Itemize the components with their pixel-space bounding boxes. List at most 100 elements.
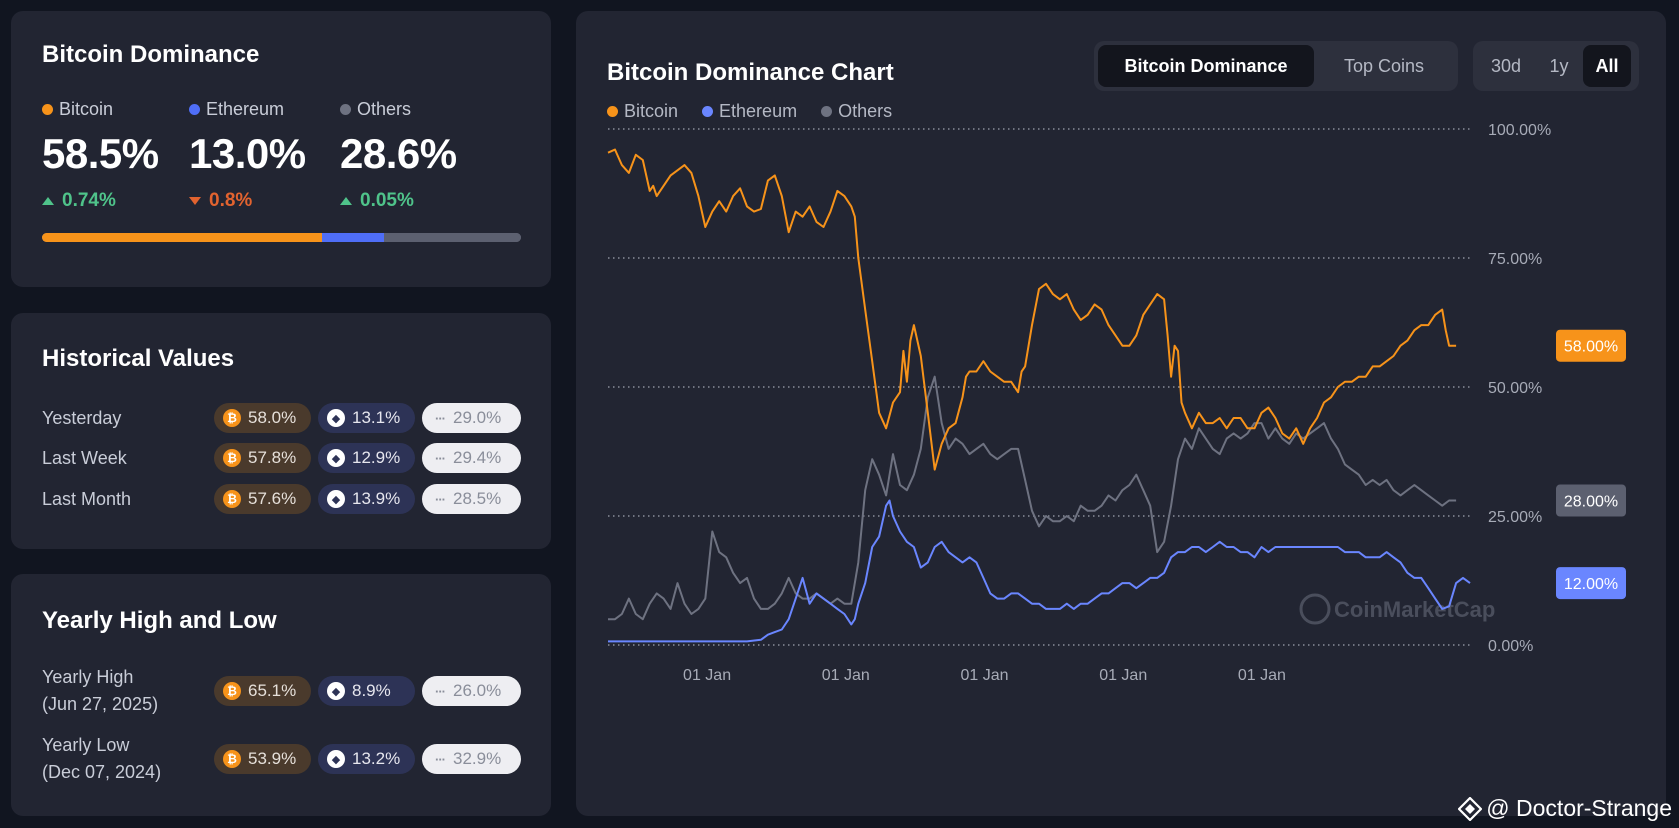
legend-bitcoin-label: Bitcoin	[624, 101, 679, 121]
dominance-ethereum-change: 0.8%	[209, 190, 253, 211]
eth-value: 12.9%	[352, 448, 401, 467]
legend-others[interactable]: Others	[821, 101, 892, 122]
last-value-badge-bitcoin	[1556, 329, 1626, 362]
dominance-share-bar	[42, 233, 521, 242]
ethereum-icon: ◆	[327, 750, 345, 768]
series-line-ethereum	[608, 499, 1471, 643]
eth-value-pill: ◆ 12.9%	[318, 443, 415, 473]
last-value-badge-ethereum	[1556, 567, 1626, 600]
btc-value-pill: ₿ 53.9%	[214, 744, 311, 774]
eth-value-pill: ◆ 13.1%	[318, 403, 415, 433]
dominance-others: Others 28.6% 0.05%	[340, 99, 457, 212]
btc-value: 53.9%	[248, 749, 297, 768]
y-tick-label: 0.00%	[1488, 638, 1533, 655]
eth-value-pill: ◆ 13.9%	[318, 484, 415, 514]
historical-row-label: Last Week	[42, 447, 127, 468]
dominance-ethereum-value: 13.0%	[189, 130, 306, 177]
more-dots-icon: ···	[435, 683, 446, 699]
dominance-ethereum-label: Ethereum	[206, 99, 285, 119]
dominance-others-change: 0.05%	[360, 190, 414, 211]
dominance-bitcoin: Bitcoin 58.5% 0.74%	[42, 99, 159, 212]
historical-values-card: Historical Values Yesterday ₿ 58.0% ◆ 13.1…	[11, 313, 551, 549]
others-dot-icon	[340, 104, 351, 115]
range-1y[interactable]: 1y	[1549, 55, 1569, 76]
btc-value: 57.8%	[248, 448, 297, 467]
others-value-pill: ··· 29.0%	[422, 403, 521, 433]
yearly-title: Yearly High and Low	[42, 607, 277, 634]
eth-value-pill: ◆ 13.2%	[318, 744, 415, 774]
view-toggle: Bitcoin Dominance Top Coins	[1094, 41, 1458, 91]
series-line-others	[608, 375, 1457, 621]
legend-bitcoin[interactable]: Bitcoin	[607, 101, 678, 122]
dominance-others-label: Others	[357, 99, 412, 119]
more-dots-icon: ···	[435, 491, 446, 507]
eth-value: 13.2%	[352, 749, 401, 768]
others-value-pill: ··· 32.9%	[422, 744, 521, 774]
down-triangle-icon	[189, 197, 201, 205]
tab-top-coins[interactable]: Top Coins	[1343, 55, 1425, 76]
range-toggle: 30d 1y All	[1473, 41, 1639, 91]
dominance-bitcoin-value: 58.5%	[42, 130, 159, 177]
btc-value: 65.1%	[248, 681, 297, 700]
yearly-low-date: (Dec 07, 2024)	[42, 762, 162, 782]
tab-bitcoin-dominance[interactable]: Bitcoin Dominance	[1098, 45, 1314, 87]
others-dot-icon	[821, 106, 833, 117]
dominance-ethereum: Ethereum 13.0% 0.8%	[189, 99, 306, 212]
bitcoin-dot-icon	[607, 106, 618, 117]
bitcoin-dot-icon	[42, 104, 53, 115]
legend-ethereum-label: Ethereum	[719, 101, 798, 121]
eth-value: 13.1%	[352, 408, 401, 427]
eth-value: 13.9%	[352, 489, 401, 508]
up-triangle-icon	[340, 197, 352, 205]
historical-row-last-week: Last Week ₿ 57.8% ◆ 12.9% ··· 29.4%	[42, 443, 521, 473]
historical-row-label: Last Month	[42, 488, 132, 509]
x-tick-label: 01 Jan	[683, 667, 731, 684]
others-value: 29.0%	[453, 408, 502, 427]
ethereum-dot-icon	[702, 106, 714, 117]
more-dots-icon: ···	[435, 410, 446, 426]
others-value: 32.9%	[453, 749, 502, 768]
range-30d[interactable]: 30d	[1490, 55, 1522, 76]
btc-value-pill: ₿ 65.1%	[214, 676, 311, 706]
bitcoin-icon: ₿	[223, 409, 241, 427]
btc-value: 58.0%	[248, 408, 297, 427]
range-all[interactable]: All	[1583, 45, 1631, 87]
legend-ethereum[interactable]: Ethereum	[702, 101, 797, 122]
chart-title: Bitcoin Dominance Chart	[607, 59, 894, 86]
y-tick-label: 75.00%	[1488, 251, 1542, 268]
yearly-row-low: Yearly Low (Dec 07, 2024) ₿ 53.9% ◆ 13.2% ·…	[42, 732, 521, 786]
btc-value-pill: ₿ 58.0%	[214, 403, 311, 433]
yearly-row-high: Yearly High (Jun 27, 2025) ₿ 65.1% ◆ 8.9% ·…	[42, 664, 521, 718]
dominance-chart-card: 0.00% 25.00% 50.00% 75.00% 100.00% 01 Jan 01 J…	[576, 11, 1666, 816]
coinmarketcap-logo-icon	[1299, 593, 1331, 625]
ethereum-icon: ◆	[327, 490, 345, 508]
x-tick-label: 01 Jan	[1238, 667, 1286, 684]
yearly-row-label: Yearly Low (Dec 07, 2024)	[42, 732, 207, 786]
dominance-bitcoin-change: 0.74%	[62, 190, 116, 211]
btc-value-pill: ₿ 57.8%	[214, 443, 311, 473]
ethereum-icon: ◆	[327, 409, 345, 427]
yearly-high-low-card: Yearly High and Low Yearly High (Jun 27, …	[11, 574, 551, 816]
coinmarketcap-watermark: CoinMarketCap	[1299, 593, 1495, 625]
up-triangle-icon	[42, 197, 54, 205]
historical-row-label: Yesterday	[42, 407, 122, 428]
btc-value-pill: ₿ 57.6%	[214, 484, 311, 514]
bitcoin-icon: ₿	[223, 750, 241, 768]
series-line-bitcoin	[607, 148, 1457, 471]
coinmarketcap-watermark-text: CoinMarketCap	[1334, 597, 1495, 622]
dominance-bar-bitcoin	[42, 233, 322, 242]
others-value-pill: ··· 26.0%	[422, 676, 521, 706]
others-value: 28.5%	[453, 489, 502, 508]
y-tick-label: 50.00%	[1488, 380, 1542, 397]
last-value-label-others: 28.00%	[1564, 494, 1618, 511]
ethereum-icon: ◆	[327, 449, 345, 467]
more-dots-icon: ···	[435, 751, 446, 767]
ethereum-icon: ◆	[327, 682, 345, 700]
y-tick-label: 100.00%	[1488, 122, 1551, 139]
dominance-card: Bitcoin Dominance Bitcoin 58.5% 0.74% Et…	[11, 11, 551, 287]
dominance-bar-others	[384, 233, 521, 242]
others-value-pill: ··· 29.4%	[422, 443, 521, 473]
yearly-low-label: Yearly Low	[42, 735, 130, 755]
diamond-logo-icon	[1458, 796, 1483, 821]
eth-value-pill: ◆ 8.9%	[318, 676, 415, 706]
